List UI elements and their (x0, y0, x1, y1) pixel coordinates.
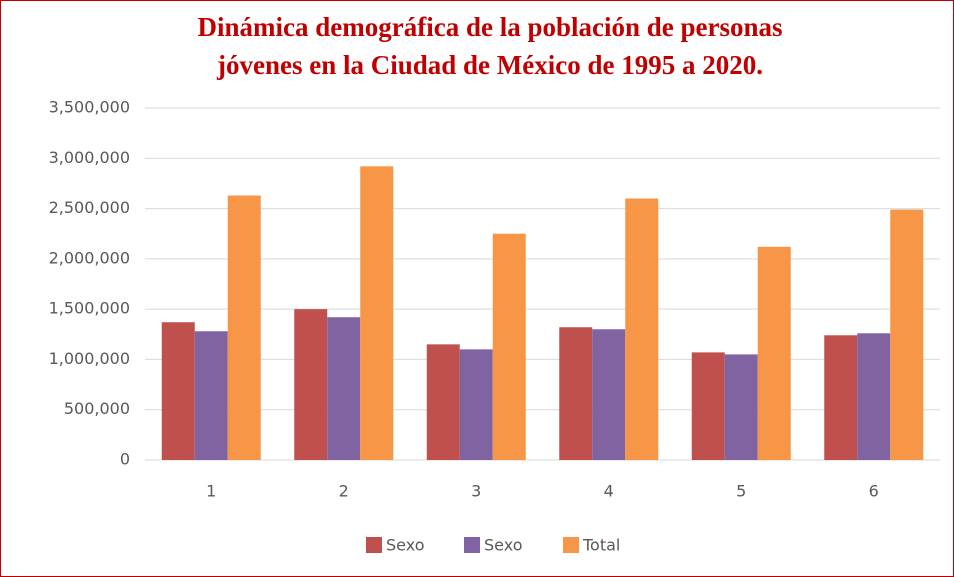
bar (227, 195, 261, 461)
legend-label: Sexo (484, 536, 522, 555)
bar (625, 198, 659, 460)
bar (691, 352, 725, 460)
bar (294, 309, 328, 460)
chart-title: Dinámica demográfica de la población de … (198, 12, 783, 42)
y-tick-label: 1,000,000 (49, 349, 130, 368)
y-tick-label: 1,500,000 (49, 299, 130, 318)
bar (426, 344, 460, 460)
x-tick-label: 5 (736, 482, 746, 501)
legend-label: Total (582, 536, 620, 555)
legend-swatch (366, 537, 382, 553)
y-tick-label: 3,000,000 (49, 148, 130, 167)
bar (194, 331, 228, 460)
bar (757, 246, 791, 460)
bar (559, 327, 593, 460)
y-tick-label: 2,500,000 (49, 198, 130, 217)
legend-swatch (563, 537, 579, 553)
x-tick-label: 1 (206, 482, 216, 501)
bar (492, 233, 526, 460)
y-tick-label: 500,000 (64, 399, 130, 418)
bar (592, 329, 626, 460)
y-tick-label: 3,500,000 (49, 98, 130, 117)
bar (360, 166, 394, 460)
legend-label: Sexo (386, 536, 424, 555)
chart-title: jóvenes en la Ciudad de México de 1995 a… (216, 50, 763, 80)
x-tick-label: 6 (869, 482, 879, 501)
x-tick-label: 3 (471, 482, 481, 501)
bar (327, 317, 361, 460)
x-tick-label: 2 (339, 482, 349, 501)
bar (459, 349, 493, 460)
bar (890, 209, 924, 460)
bar (161, 322, 195, 460)
legend-swatch (464, 537, 480, 553)
bar (724, 354, 758, 460)
x-tick-label: 4 (604, 482, 614, 501)
bar (857, 333, 891, 460)
bar (824, 335, 858, 460)
y-tick-label: 0 (120, 450, 130, 469)
y-tick-label: 2,000,000 (49, 248, 130, 267)
